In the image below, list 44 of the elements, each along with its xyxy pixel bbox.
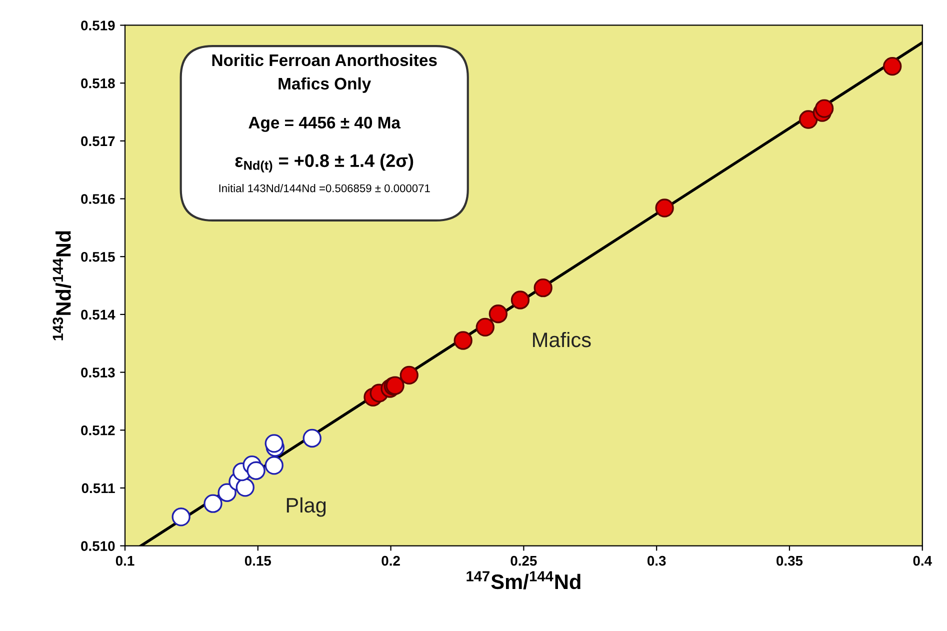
x-tick-label: 0.35 bbox=[776, 556, 803, 566]
x-axis-title: $^{147}$Sm/$^{144}$Nd bbox=[466, 571, 580, 590]
annotation: Age = 4456 ± 40 Ma bbox=[248, 116, 401, 132]
point bbox=[799, 110, 818, 129]
series-label: Plag bbox=[286, 497, 326, 517]
annotation: ε$_{Nd(t)}$ = +0.8 ± 1.4 (2σ) bbox=[235, 154, 414, 172]
point bbox=[488, 304, 508, 324]
x-tick-label: 0.25 bbox=[510, 556, 537, 566]
point bbox=[534, 278, 552, 298]
y-axis-title: $^{143}$Nd/$^{144}$Nd bbox=[52, 231, 72, 340]
x-tick-label: 0.2 bbox=[382, 556, 400, 566]
y-tick-label: 0.511 bbox=[82, 483, 115, 494]
point bbox=[204, 494, 222, 513]
point bbox=[454, 331, 472, 350]
point bbox=[218, 483, 236, 502]
point bbox=[510, 290, 530, 310]
y-tick-label: 0.513 bbox=[81, 368, 115, 378]
point bbox=[264, 434, 284, 453]
x-tick-label: 0.1 bbox=[116, 556, 134, 566]
y-tick-label: 0.518 bbox=[81, 78, 115, 88]
y-tick-label: 0.516 bbox=[81, 194, 115, 204]
x-tick-label: 0.3 bbox=[647, 556, 666, 566]
point bbox=[400, 366, 418, 385]
point bbox=[172, 508, 190, 526]
point bbox=[302, 428, 322, 448]
y-tick-label: 0.514 bbox=[81, 310, 116, 320]
annotation: Noritic Ferroan Anorthosites bbox=[212, 54, 437, 66]
point bbox=[246, 461, 266, 480]
point bbox=[814, 99, 834, 118]
point bbox=[264, 456, 284, 475]
y-tick-label: 0.517 bbox=[81, 136, 115, 146]
y-tick-label: 0.515 bbox=[81, 252, 115, 262]
y-tick-label: 0.512 bbox=[81, 425, 115, 436]
y-tick-label: 0.519 bbox=[81, 20, 115, 30]
point bbox=[476, 318, 494, 337]
x-tick-label: 0.4 bbox=[913, 556, 932, 566]
point bbox=[655, 198, 674, 218]
y-tick-label: 0.510 bbox=[81, 541, 115, 551]
series-label: Mafics bbox=[533, 332, 591, 348]
point bbox=[236, 478, 254, 497]
annotation: Mafics Only bbox=[278, 77, 372, 93]
annotation: Initial 143Nd/144Nd =0.506859 ± 0.000071 bbox=[219, 184, 430, 192]
point bbox=[883, 56, 902, 76]
x-tick-label: 0.15 bbox=[244, 556, 272, 566]
